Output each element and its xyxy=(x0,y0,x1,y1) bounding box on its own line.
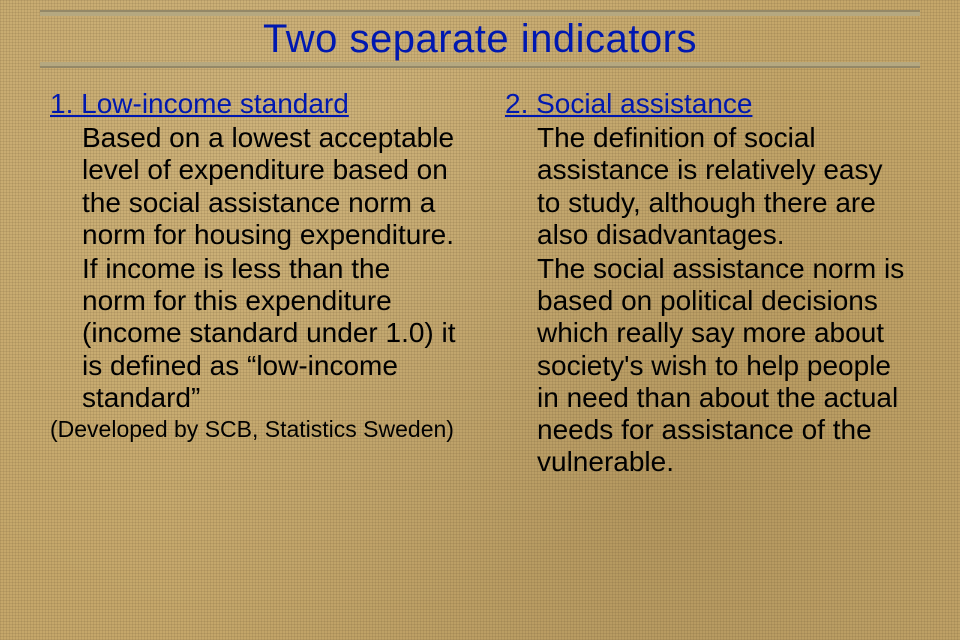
content-columns: 1. Low-income standard Based on a lowest… xyxy=(50,88,912,622)
left-note: (Developed by SCB, Statistics Sweden) xyxy=(50,416,457,442)
left-column: 1. Low-income standard Based on a lowest… xyxy=(50,88,457,622)
left-heading: 1. Low-income standard xyxy=(50,88,349,119)
right-heading: 2. Social assistance xyxy=(505,88,752,119)
right-paragraph-2: The social assistance norm is based on p… xyxy=(505,253,912,478)
slide-title: Two separate indicators xyxy=(263,17,697,62)
left-paragraph-1: Based on a lowest acceptable level of ex… xyxy=(50,122,457,251)
right-paragraph-1: The definition of social assistance is r… xyxy=(505,122,912,251)
right-column: 2. Social assistance The definition of s… xyxy=(505,88,912,622)
left-paragraph-2: If income is less than the norm for this… xyxy=(50,253,457,414)
title-bar: Two separate indicators xyxy=(40,10,920,68)
